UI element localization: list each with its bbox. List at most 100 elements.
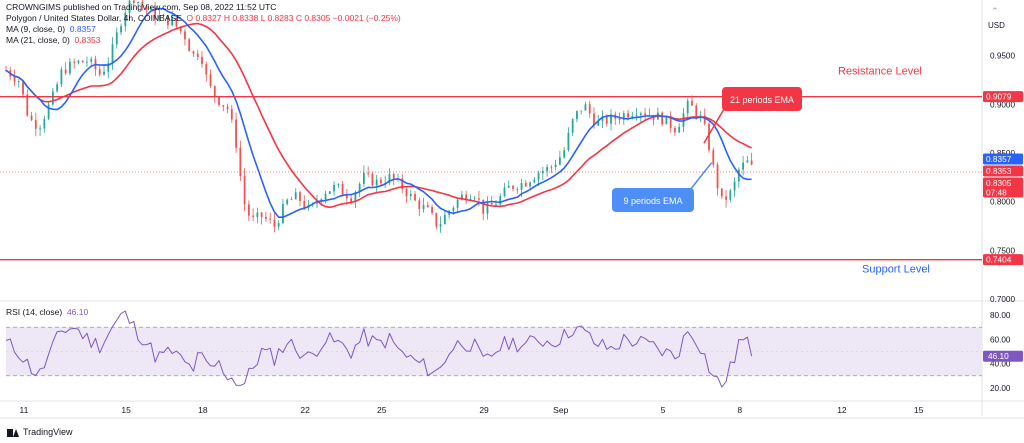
candle-up [537, 173, 540, 180]
price-tag-label: 0.8353 [986, 166, 1012, 176]
time-tick-label: Sep [553, 405, 568, 415]
candle-up [388, 173, 391, 183]
candle-down [345, 194, 348, 199]
candle-down [418, 200, 421, 210]
ma9-legend[interactable]: MA (9, close, 0) 0.8357 [6, 24, 96, 35]
candle-up [47, 104, 50, 119]
price-tick-label: 0.9000 [990, 100, 1015, 109]
candle-down [669, 115, 672, 128]
ema9-callout-text: 9 periods EMA [623, 196, 682, 206]
ma9-label: MA (9, close, 0) [6, 24, 66, 34]
ma21-line[interactable] [5, 22, 752, 209]
candle-up [520, 182, 523, 190]
candle-down [243, 175, 246, 205]
candle-up [358, 183, 361, 193]
candle-up [635, 115, 638, 117]
rsi-tag [983, 350, 1023, 362]
candle-down [414, 193, 416, 201]
candle-up [256, 212, 259, 217]
candle-up [529, 182, 531, 187]
candle-down [478, 198, 480, 200]
candle-down [192, 51, 195, 54]
ema21-callout-text: 21 periods EMA [730, 95, 794, 105]
candle-down [235, 119, 237, 148]
candle-up [363, 172, 365, 184]
candle-up [558, 157, 561, 165]
candle-up [17, 81, 20, 82]
candle-up [115, 32, 118, 45]
time-tick-label: 8 [737, 405, 742, 415]
candle-down [175, 17, 178, 27]
support-label: Support Level [862, 264, 930, 276]
candle-up [171, 17, 174, 26]
ma21-label: MA (21, close, 0) [6, 35, 70, 45]
ema9-callout-box[interactable] [612, 188, 694, 212]
candle-up [456, 199, 459, 208]
price-tick-label: 0.9500 [990, 52, 1015, 61]
candle-up [533, 179, 536, 183]
tradingview-brand: TradingView [7, 427, 73, 437]
candle-up [610, 114, 612, 124]
candle-down [64, 69, 67, 74]
candle-up [337, 184, 340, 185]
candle-up [137, 2, 139, 4]
candle-down [627, 113, 629, 118]
candle-down [132, 0, 135, 4]
candle-down [512, 185, 514, 189]
candle-down [26, 94, 29, 116]
candle-down [350, 198, 353, 203]
candle-up [699, 115, 702, 117]
candle-down [703, 115, 706, 124]
candle-up [601, 116, 604, 121]
candle-up [584, 104, 587, 111]
candle-up [443, 214, 446, 225]
price-tick-label: 0.8000 [990, 198, 1015, 207]
candle-up [678, 126, 681, 133]
candle-down [435, 212, 438, 227]
candle-down [465, 194, 468, 201]
candle-down [303, 201, 306, 208]
candle-down [141, 2, 144, 6]
candle-up [439, 224, 442, 227]
ma9-line[interactable] [5, 7, 752, 218]
candle-down [644, 113, 647, 116]
candle-up [77, 60, 80, 63]
candle-up [460, 194, 463, 200]
rsi-band [6, 327, 982, 376]
ma21-legend[interactable]: MA (21, close, 0) 0.8353 [6, 35, 101, 46]
candle-down [30, 115, 33, 120]
candle-down [695, 105, 698, 116]
rsi-line[interactable] [5, 310, 753, 388]
candle-down [201, 56, 203, 65]
candle-up [316, 201, 318, 204]
candle-up [631, 115, 634, 118]
candle-up [409, 193, 412, 197]
price-tag-label: 0.7404 [986, 255, 1012, 265]
candle-up [746, 160, 749, 163]
candle-up [546, 166, 549, 171]
candle-up [495, 204, 497, 206]
candle-up [541, 170, 544, 174]
candle-down [184, 31, 186, 40]
rsi-tick-label: 80.00 [990, 311, 1011, 320]
candle-up [56, 84, 59, 92]
candle-down [380, 179, 382, 184]
candle-down [367, 172, 370, 174]
time-tick-label: 15 [914, 405, 924, 415]
candle-up [507, 185, 510, 188]
candle-down [605, 116, 608, 124]
candle-down [618, 118, 621, 120]
candle-down [431, 207, 433, 213]
candle-up [486, 203, 489, 214]
candle-up [333, 184, 335, 192]
price-tag [983, 91, 1023, 103]
candle-down [145, 5, 148, 10]
collapse-chevron-icon[interactable]: ⌃ [991, 6, 999, 16]
ma9-value: 0.8357 [69, 24, 96, 34]
ema21-callout-box[interactable] [722, 87, 802, 111]
candle-down [371, 173, 374, 186]
candle-down [230, 109, 233, 120]
rsi-legend[interactable]: RSI (14, close) 46.10 [6, 307, 88, 318]
candle-down [218, 96, 220, 106]
